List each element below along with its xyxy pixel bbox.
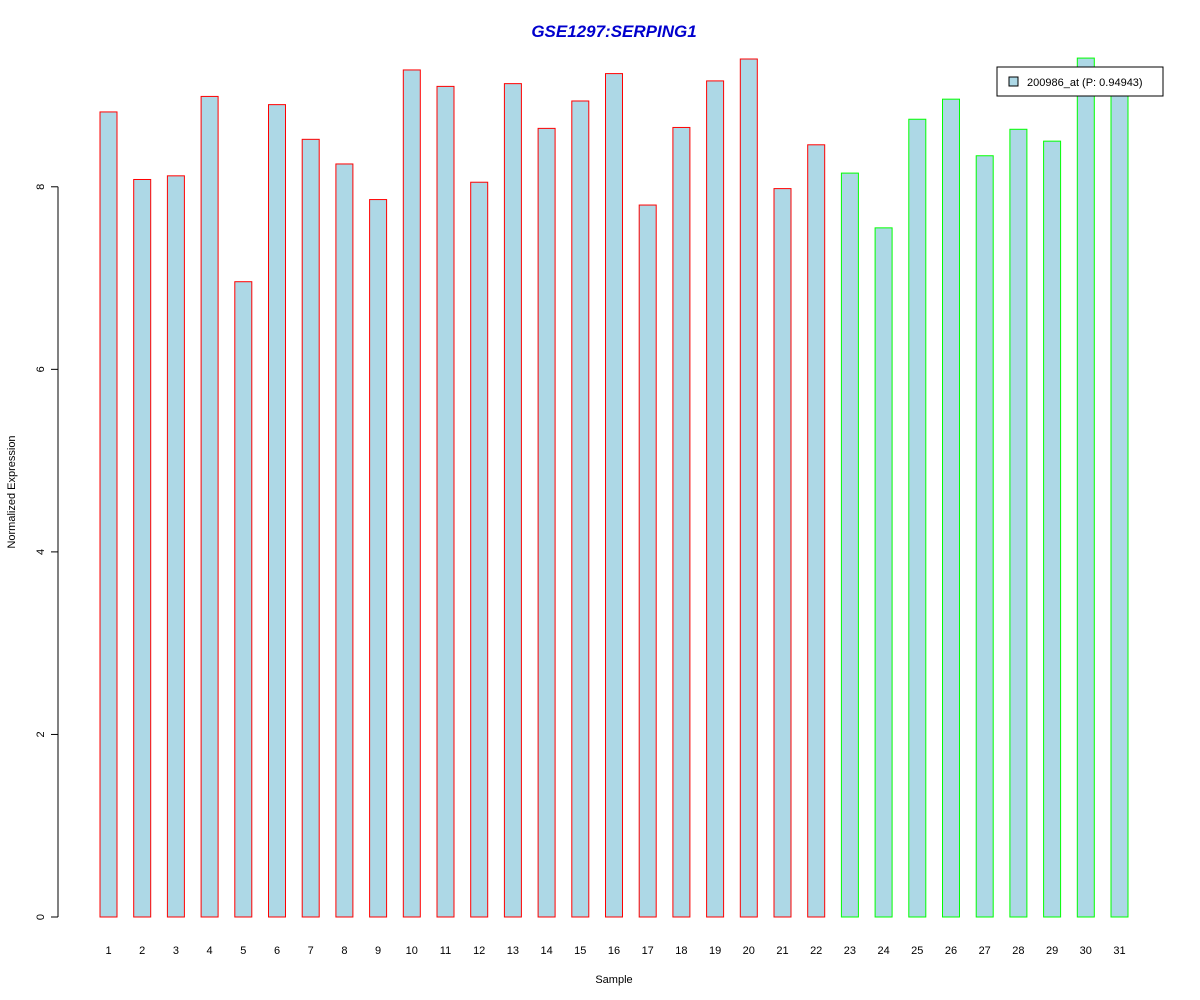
x-tick-label: 14 (540, 945, 552, 957)
bar-sample-23 (840, 172, 859, 918)
bar-sample-2 (133, 178, 152, 918)
bars (99, 57, 1129, 918)
x-tick-label: 2 (139, 945, 145, 957)
x-tick-label: 5 (240, 945, 246, 957)
x-tick-label: 6 (274, 945, 280, 957)
bar-sample-28 (1009, 128, 1028, 918)
y-tick-label: 4 (35, 549, 47, 555)
bar-sample-6 (268, 104, 286, 918)
bar-sample-7 (301, 138, 320, 918)
x-tick-label: 20 (743, 945, 755, 957)
bar-sample-8 (335, 163, 354, 918)
bar-sample-5 (234, 281, 253, 918)
legend-label: 200986_at (P: 0.94943) (1027, 77, 1143, 89)
bar-sample-15 (571, 100, 590, 918)
x-tick-label: 15 (574, 945, 586, 957)
y-axis-label: Normalized Expression (6, 435, 18, 548)
bar-sample-27 (975, 155, 994, 918)
legend-swatch (1008, 76, 1019, 87)
y-axis: 0 2 4 6 8 (35, 184, 59, 920)
x-tick-label: 17 (642, 945, 654, 957)
chart-title: GSE1297:SERPING1 (531, 22, 696, 41)
bar-sample-26 (942, 98, 960, 918)
y-tick-label: 8 (35, 184, 47, 190)
y-tick-label: 0 (35, 914, 47, 920)
x-tick-label: 30 (1080, 945, 1092, 957)
x-axis-label: Sample (595, 974, 632, 986)
bar-sample-11 (436, 85, 455, 918)
bar-sample-30 (1076, 57, 1095, 918)
x-tick-label: 24 (877, 945, 889, 957)
bar-sample-20 (739, 58, 758, 918)
x-tick-label: 1 (105, 945, 111, 957)
x-tick-label: 13 (507, 945, 519, 957)
x-tick-label: 9 (375, 945, 381, 957)
x-tick-label: 29 (1046, 945, 1058, 957)
bar-sample-1 (99, 111, 118, 918)
bar-sample-18 (672, 126, 691, 918)
bar-sample-14 (537, 127, 556, 918)
bar-sample-24 (874, 227, 893, 918)
x-tick-label: 3 (173, 945, 179, 957)
bar-sample-29 (1043, 140, 1062, 918)
x-tick-label: 12 (473, 945, 485, 957)
bar-sample-17 (638, 204, 657, 918)
x-tick-label: 27 (979, 945, 991, 957)
x-tick-label: 16 (608, 945, 620, 957)
bar-sample-19 (706, 80, 725, 918)
x-tick-label: 26 (945, 945, 957, 957)
bar-sample-10 (402, 69, 421, 918)
legend-box (996, 66, 1164, 97)
legend: 200986_at (P: 0.94943) (996, 66, 1164, 97)
x-tick-label: 25 (911, 945, 923, 957)
x-tick-label: 7 (308, 945, 314, 957)
x-tick-label: 19 (709, 945, 721, 957)
bar-sample-9 (369, 199, 388, 918)
bar-sample-31 (1110, 85, 1129, 918)
bar-sample-25 (908, 118, 927, 918)
y-tick-label: 6 (35, 366, 47, 372)
bar-sample-4 (200, 95, 219, 918)
x-tick-label: 11 (440, 945, 451, 957)
x-tick-label: 21 (776, 945, 788, 957)
bar-sample-16 (605, 73, 623, 918)
bar-sample-13 (503, 83, 522, 918)
x-tick-label: 10 (406, 945, 418, 957)
x-tick-label: 8 (341, 945, 347, 957)
x-tick-label: 31 (1113, 945, 1125, 957)
bar-sample-21 (773, 188, 792, 918)
x-tick-label: 4 (207, 945, 213, 957)
x-tick-label: 18 (675, 945, 687, 957)
x-tick-label: 22 (810, 945, 822, 957)
bar-sample-22 (807, 144, 826, 918)
bar-sample-3 (166, 175, 185, 918)
y-tick-label: 2 (35, 731, 47, 737)
x-tick-label: 23 (844, 945, 856, 957)
x-tick-label: 28 (1012, 945, 1024, 957)
bar-sample-12 (470, 181, 489, 918)
x-tick-labels: 1 2 3 4 5 6 7 8 9 10 11 12 13 14 15 16 17 18 19 20 21 22 23 24 2… (105, 945, 1125, 957)
